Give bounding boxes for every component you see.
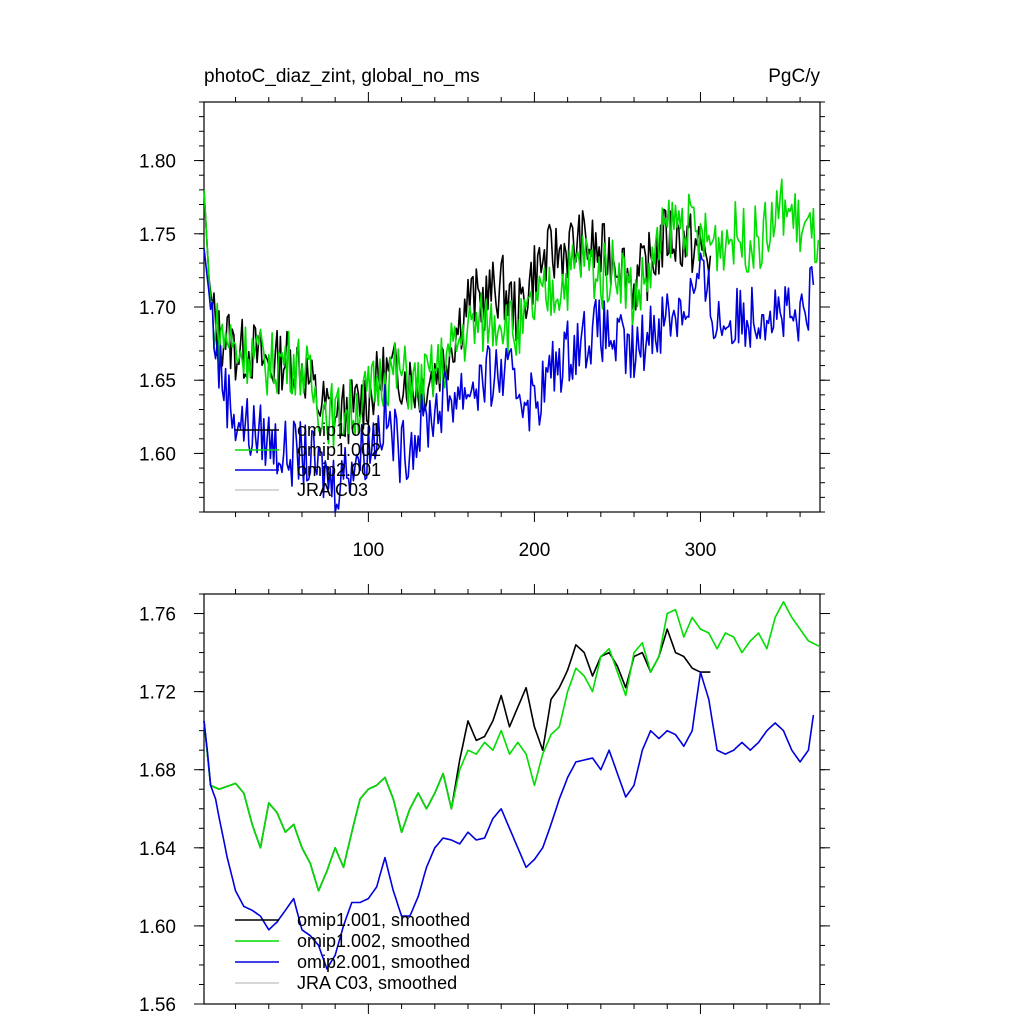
units-label: PgC/y bbox=[768, 66, 820, 87]
top-axes: 100 200 300 1.60 1.65 1.70 1.75 1.80 bbox=[139, 92, 830, 561]
top-ytick-label: 1.75 bbox=[139, 225, 176, 246]
bottom-series-line-omip1-002-smoothed bbox=[203, 600, 821, 892]
bottom-legend-label: omip2.001, smoothed bbox=[297, 952, 470, 972]
bottom-ytick-label: 1.72 bbox=[139, 683, 176, 704]
chart-title: photoC_diaz_zint, global_no_ms bbox=[204, 66, 480, 87]
bottom-series-line-omip1-001-smoothed bbox=[203, 628, 711, 892]
top-ytick-label: 1.65 bbox=[139, 371, 176, 392]
top-legend-label: omip2.001 bbox=[297, 460, 381, 480]
bottom-axes: 1.56 1.60 1.64 1.68 1.72 1.76 bbox=[139, 584, 830, 1016]
top-legend-label: omip1.002 bbox=[297, 440, 381, 460]
bottom-legend-label: omip1.002, smoothed bbox=[297, 931, 470, 951]
bottom-series-line-omip2-001-smoothed bbox=[203, 671, 815, 970]
bottom-ytick-label: 1.68 bbox=[139, 761, 176, 782]
top-legend-label: JRA C03 bbox=[297, 480, 368, 500]
bottom-legend-label: omip1.001, smoothed bbox=[297, 910, 470, 930]
top-series-line-omip2-001 bbox=[203, 248, 815, 514]
top-xtick-label: 200 bbox=[519, 540, 551, 561]
bottom-plot-frame bbox=[203, 593, 821, 1005]
top-xtick-label: 100 bbox=[353, 540, 385, 561]
top-xtick-label: 300 bbox=[685, 540, 717, 561]
bottom-ytick-label: 1.60 bbox=[139, 917, 176, 938]
top-legend-label: omip1.001 bbox=[297, 420, 381, 440]
top-series-group bbox=[203, 178, 821, 514]
top-ytick-label: 1.80 bbox=[139, 152, 176, 173]
bottom-ytick-label: 1.56 bbox=[139, 995, 176, 1016]
bottom-ytick-label: 1.76 bbox=[139, 605, 176, 626]
bottom-legend-label: JRA C03, smoothed bbox=[297, 973, 457, 993]
top-series-line-omip1-002 bbox=[203, 178, 821, 450]
bottom-ytick-label: 1.64 bbox=[139, 839, 176, 860]
top-ytick-label: 1.60 bbox=[139, 444, 176, 465]
top-ytick-label: 1.70 bbox=[139, 298, 176, 319]
bottom-series-group bbox=[203, 600, 821, 970]
